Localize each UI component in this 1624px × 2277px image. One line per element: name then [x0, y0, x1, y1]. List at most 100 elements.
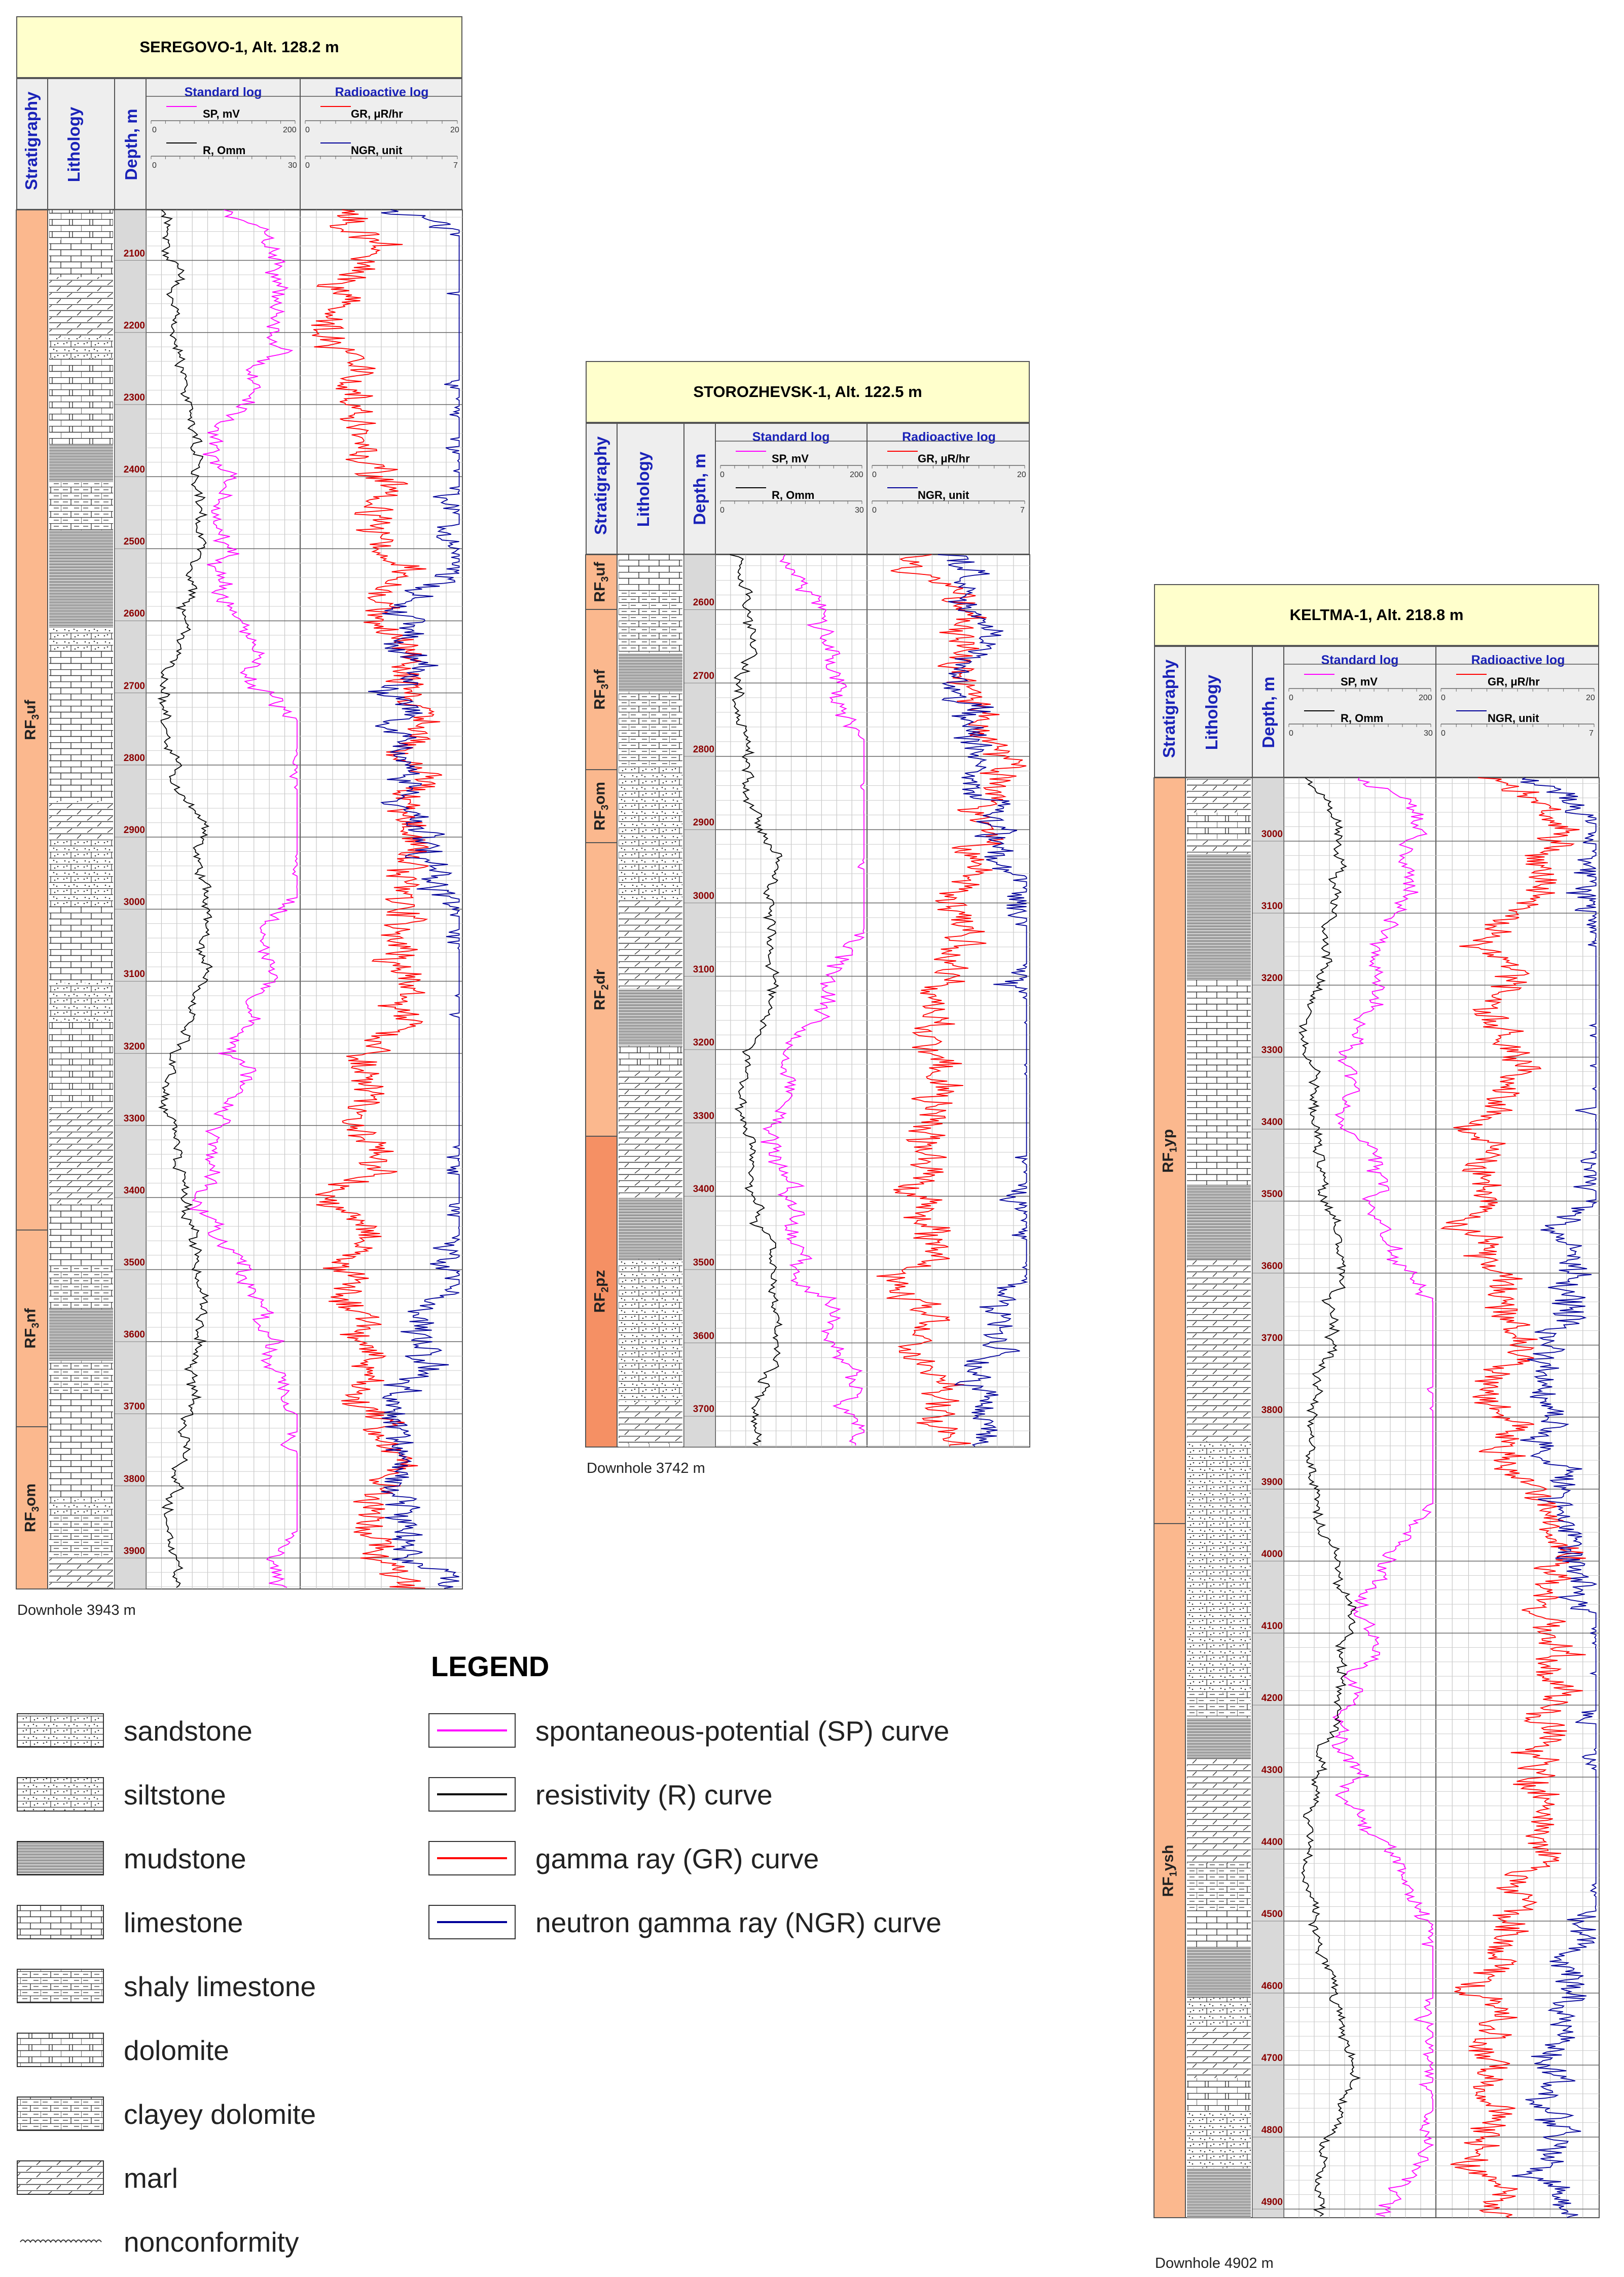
- well-log-storozhevsk: [585, 423, 1030, 1448]
- r-scale-max: 30: [288, 161, 297, 170]
- depth-label: 3900: [123, 1545, 145, 1557]
- legend-label-sp: spontaneous-potential (SP) curve: [535, 1715, 950, 1747]
- ngr-curve-label: NGR, unit: [918, 489, 969, 501]
- ngr-scale-min: 0: [305, 161, 310, 170]
- ngr-curve: [368, 209, 461, 1589]
- legend-curve-ngr: [428, 1905, 516, 1939]
- strat-unit-label: RF3uf: [22, 700, 42, 740]
- sp-curve-label: SP, mV: [1341, 675, 1378, 688]
- r-scale-max: 30: [1424, 729, 1433, 738]
- ngr-scale-min: 0: [1441, 729, 1446, 738]
- depth-label: 3700: [123, 1401, 145, 1413]
- gr-curve-label: GR, μR/hr: [1488, 675, 1540, 688]
- legend-symbol-shaly-limestone: [17, 1969, 104, 2003]
- legend-symbol-limestone: [17, 1905, 104, 1939]
- legend-symbol-nonconformity: [20, 2239, 102, 2243]
- legend-label-shaly-limestone: shaly limestone: [124, 1971, 316, 2002]
- radioactive-log-header: Radioactive log: [1471, 653, 1565, 667]
- depth-label: 3300: [693, 1110, 714, 1122]
- depth-label: 3200: [693, 1037, 714, 1049]
- depth-label: 3700: [1261, 1332, 1283, 1344]
- legend-symbol-sandstone: [17, 1713, 104, 1748]
- gr-curve-label: GR, μR/hr: [918, 452, 970, 465]
- legend-title: LEGEND: [431, 1650, 550, 1682]
- depth-label: 3600: [1261, 1260, 1283, 1272]
- strat-unit-label: RF3uf: [591, 562, 611, 602]
- legend-label-gr: gamma ray (GR) curve: [535, 1843, 819, 1874]
- log-header: [1154, 646, 1599, 778]
- depth-label: 4400: [1261, 1836, 1283, 1848]
- ngr-curve-label: NGR, unit: [351, 144, 403, 157]
- ngr-scale-max: 7: [453, 161, 458, 170]
- depth-label: 4700: [1261, 2052, 1283, 2064]
- r-scale-min: 0: [720, 506, 725, 515]
- depth-label: 4500: [1261, 1908, 1283, 1920]
- legend-label-nonconformity: nonconformity: [124, 2226, 299, 2258]
- depth-label: 4800: [1261, 2124, 1283, 2136]
- r-curve-label: R, Omm: [203, 144, 246, 157]
- depth-label: 3400: [693, 1184, 714, 1195]
- strat-unit-om: RF3om: [586, 769, 617, 843]
- depth-label: 3700: [693, 1404, 714, 1415]
- depth-label: 3300: [1261, 1044, 1283, 1056]
- depth-label: 2100: [123, 248, 145, 259]
- strat-unit-label: RF3om: [22, 1483, 42, 1533]
- depth-label: 2900: [693, 817, 714, 828]
- ngr-scale-min: 0: [872, 506, 877, 515]
- depth-label: 2700: [693, 671, 714, 682]
- strat-unit-yp: RF1yp: [1154, 778, 1185, 1524]
- depth-label: 3400: [123, 1185, 145, 1196]
- depth-label: 3800: [1261, 1404, 1283, 1416]
- depth-label: 2900: [123, 825, 145, 836]
- gr-scale-max: 20: [1586, 694, 1595, 702]
- depth-label: 4100: [1261, 1620, 1283, 1632]
- legend-label-ngr: neutron gamma ray (NGR) curve: [535, 1907, 942, 1938]
- sp-curve: [761, 554, 865, 1446]
- strat-unit-label: RF3nf: [591, 669, 611, 710]
- gr-scale-min: 0: [872, 471, 877, 479]
- depth-label: 4000: [1261, 1548, 1283, 1560]
- ngr-curve: [938, 554, 1029, 1447]
- depth-label: 3100: [693, 964, 714, 975]
- strat-unit-uf: RF3uf: [586, 555, 617, 610]
- r-scale-min: 0: [152, 161, 157, 170]
- depth-label: 3600: [123, 1329, 145, 1341]
- legend-label-sandstone: sandstone: [124, 1715, 252, 1747]
- depth-label: 3300: [123, 1113, 145, 1124]
- strat-unit-label: RF2dr: [591, 969, 611, 1010]
- depth-label: 3100: [1261, 900, 1283, 912]
- gr-scale-max: 20: [450, 126, 459, 134]
- ngr-curve: [1511, 777, 1598, 2218]
- depth-label: 3200: [1261, 972, 1283, 984]
- depth-label: 3000: [1261, 828, 1283, 840]
- legend-symbol-siltstone: [17, 1777, 104, 1812]
- radioactive-log-header: Radioactive log: [335, 85, 429, 99]
- depth-label: 2400: [123, 464, 145, 476]
- strat-unit-om: RF3om: [16, 1427, 48, 1589]
- strat-unit-ysh: RF1ysh: [1154, 1524, 1185, 2218]
- legend-label-dolomite: dolomite: [124, 2035, 229, 2066]
- sp-curve-label: SP, mV: [772, 452, 809, 465]
- ngr-scale-max: 7: [1589, 729, 1594, 738]
- depth-label: 3600: [693, 1330, 714, 1342]
- depth-label: 3000: [693, 890, 714, 901]
- strat-unit-nf: RF3nf: [16, 1230, 48, 1427]
- depth-label: 3500: [693, 1257, 714, 1269]
- depth-label: 2200: [123, 320, 145, 331]
- standard-log-header: Standard log: [184, 85, 262, 99]
- legend-label-siltstone: siltstone: [124, 1779, 226, 1811]
- depth-label: 3900: [1261, 1476, 1283, 1488]
- r-scale-min: 0: [1289, 729, 1293, 738]
- r-curve-label: R, Omm: [1341, 712, 1384, 725]
- r-curve: [157, 209, 213, 1588]
- well-log-keltma: [1153, 646, 1600, 2218]
- well-title: KELTMA-1, Alt. 218.8 m: [1154, 584, 1599, 646]
- sp-scale-max: 200: [283, 126, 297, 134]
- standard-log-header: Standard log: [752, 430, 830, 444]
- strat-unit-label: RF3nf: [22, 1308, 42, 1349]
- depth-label: 2600: [693, 597, 714, 608]
- depth-label: 3100: [123, 969, 145, 980]
- sp-scale-min: 0: [152, 126, 157, 134]
- depth-label: 3500: [1261, 1188, 1283, 1200]
- depth-label: 3800: [123, 1473, 145, 1485]
